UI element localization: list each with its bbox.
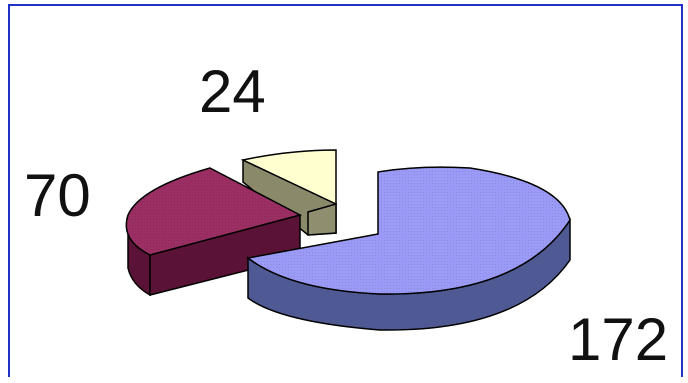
pie-slice-24 [240,149,337,236]
data-label-70: 70 [24,162,91,229]
data-label-172: 172 [568,306,668,373]
pie-slice-24-side [307,203,337,236]
pie-slice-24-top [240,149,337,206]
data-label-24: 24 [199,58,266,125]
